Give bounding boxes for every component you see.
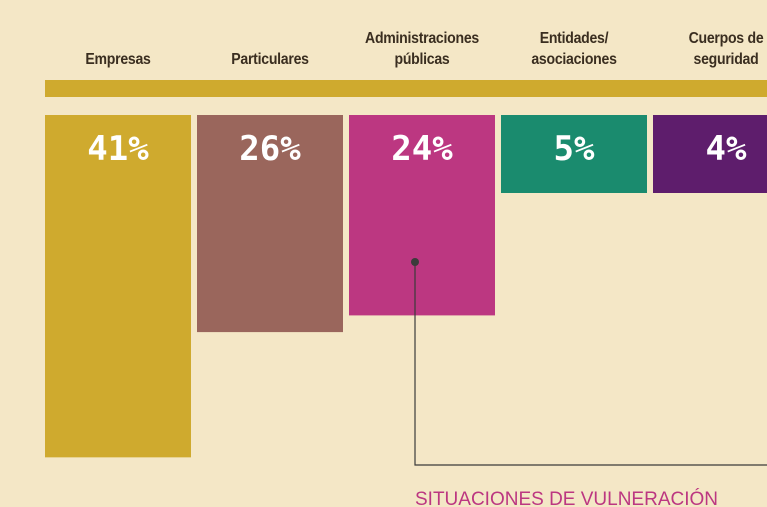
category-label: Cuerpos de seguridad — [688, 30, 764, 68]
value-label: 4% — [706, 129, 747, 169]
value-label: 5% — [554, 129, 595, 169]
category-label: Entidades/ asociaciones — [531, 30, 617, 68]
bar — [501, 115, 647, 193]
category-label: Particulares — [231, 51, 309, 68]
category-label: Administraciones públicas — [365, 30, 479, 68]
connector — [414, 262, 767, 466]
bar — [653, 115, 767, 193]
bar — [45, 115, 191, 458]
value-label: 26% — [239, 129, 301, 169]
value-label: 41% — [87, 129, 149, 169]
connector-dot — [411, 258, 419, 266]
category-label: Empresas — [85, 51, 151, 68]
annotation: SITUACIONES DE VULNERACIÓN — [415, 488, 718, 507]
header-band — [45, 80, 767, 97]
bar — [197, 115, 343, 333]
bar — [349, 115, 495, 316]
value-label: 24% — [391, 129, 453, 169]
